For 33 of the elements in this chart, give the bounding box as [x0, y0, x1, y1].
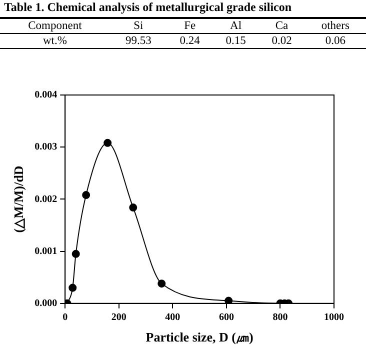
x-tick-label: 400 [165, 312, 180, 323]
category-label: Si [110, 18, 167, 34]
point [129, 204, 138, 212]
text: Table 1. Chemical analysis of metallurgical grade silicon [4, 0, 293, 15]
y-tick-label: 0.003 [34, 142, 58, 153]
point [72, 250, 80, 258]
y-tick-label: 0.001 [34, 246, 58, 257]
text: wt.% [42, 34, 68, 48]
category-label: Fe [166, 18, 213, 34]
y-tick-label: 0.004 [34, 90, 58, 101]
point [68, 284, 77, 292]
x-tick-label: 200 [111, 312, 126, 323]
category-label: others [304, 18, 366, 34]
y-axis-title: (△M/M)/dD [11, 166, 26, 233]
point [158, 280, 166, 288]
x-tick-label: 600 [218, 312, 234, 323]
data-label: 0.24 [178, 34, 201, 48]
x-tick-label: 0 [62, 312, 68, 323]
point [104, 138, 112, 147]
point [82, 191, 90, 200]
y-tick-label: 0.000 [34, 298, 58, 309]
x-tick-label: 800 [272, 312, 288, 323]
point [224, 296, 233, 304]
x-tick-label: 1000 [324, 312, 344, 323]
data-label: 0.15 [224, 34, 247, 48]
data-label: 0.06 [324, 34, 346, 48]
category-label: Al [212, 18, 259, 34]
x-axis-title: Particle size, D (㎛) [146, 330, 254, 345]
y-tick-label: 0.002 [34, 194, 58, 205]
category-label: Ca [258, 18, 305, 34]
text: Component [0, 18, 110, 34]
data-label: 99.53 [124, 34, 152, 48]
data-label: 0.02 [270, 34, 293, 48]
